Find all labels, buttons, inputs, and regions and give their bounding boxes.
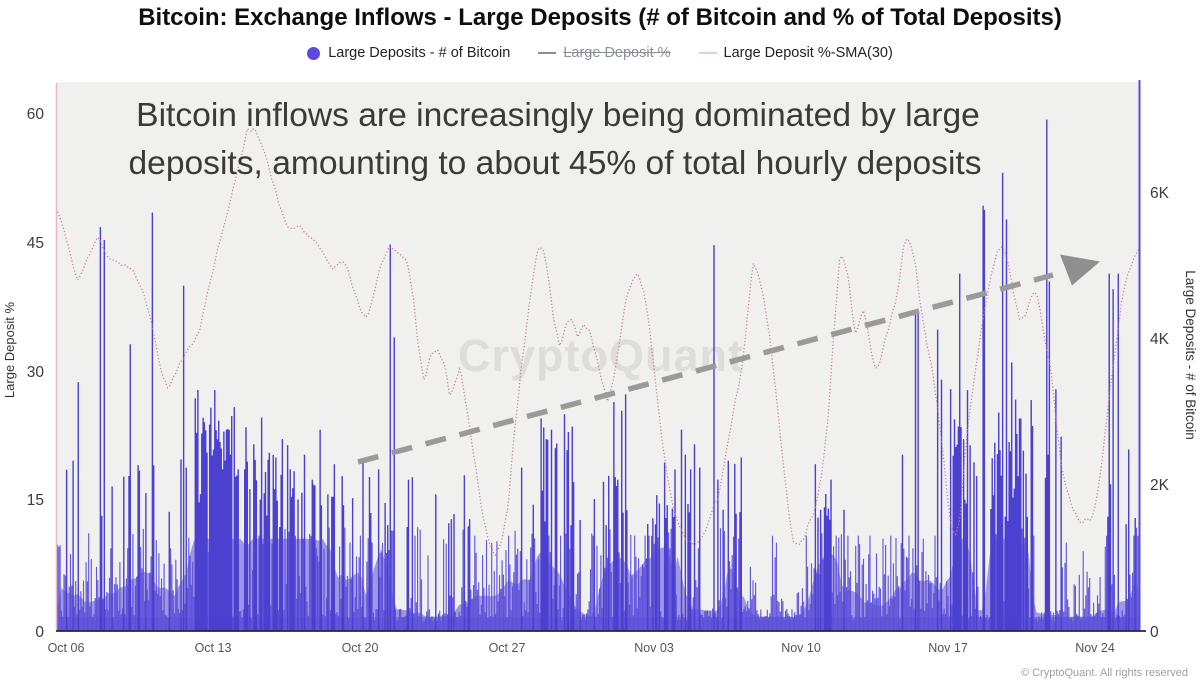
svg-text:15: 15 [27, 492, 44, 509]
svg-text:2K: 2K [1150, 477, 1170, 494]
svg-text:60: 60 [27, 106, 45, 123]
svg-text:Oct 06: Oct 06 [48, 641, 85, 655]
svg-text:Nov 24: Nov 24 [1075, 641, 1115, 655]
svg-text:Large Deposit %: Large Deposit % [2, 302, 17, 399]
svg-text:0: 0 [35, 624, 44, 641]
svg-text:4K: 4K [1150, 331, 1170, 348]
svg-text:45: 45 [27, 235, 44, 252]
svg-text:CryptoQuant: CryptoQuant [458, 330, 744, 381]
svg-text:0: 0 [1150, 624, 1159, 641]
svg-text:deposits, amounting to about 4: deposits, amounting to about 45% of tota… [128, 145, 981, 182]
svg-text:Bitcoin inflows are increasing: Bitcoin inflows are increasingly being d… [136, 97, 980, 134]
svg-text:6K: 6K [1150, 185, 1170, 202]
svg-text:Oct 13: Oct 13 [195, 641, 232, 655]
svg-text:Nov 17: Nov 17 [928, 641, 968, 655]
svg-text:© CryptoQuant. All rights rese: © CryptoQuant. All rights reserved [1021, 667, 1188, 679]
svg-text:Large Deposits - # of Bitcoin: Large Deposits - # of Bitcoin [1183, 270, 1198, 440]
svg-text:Oct 27: Oct 27 [489, 641, 526, 655]
svg-text:30: 30 [27, 364, 45, 381]
svg-text:Nov 10: Nov 10 [781, 641, 821, 655]
svg-text:Nov 03: Nov 03 [634, 641, 674, 655]
svg-text:Oct 20: Oct 20 [342, 641, 379, 655]
